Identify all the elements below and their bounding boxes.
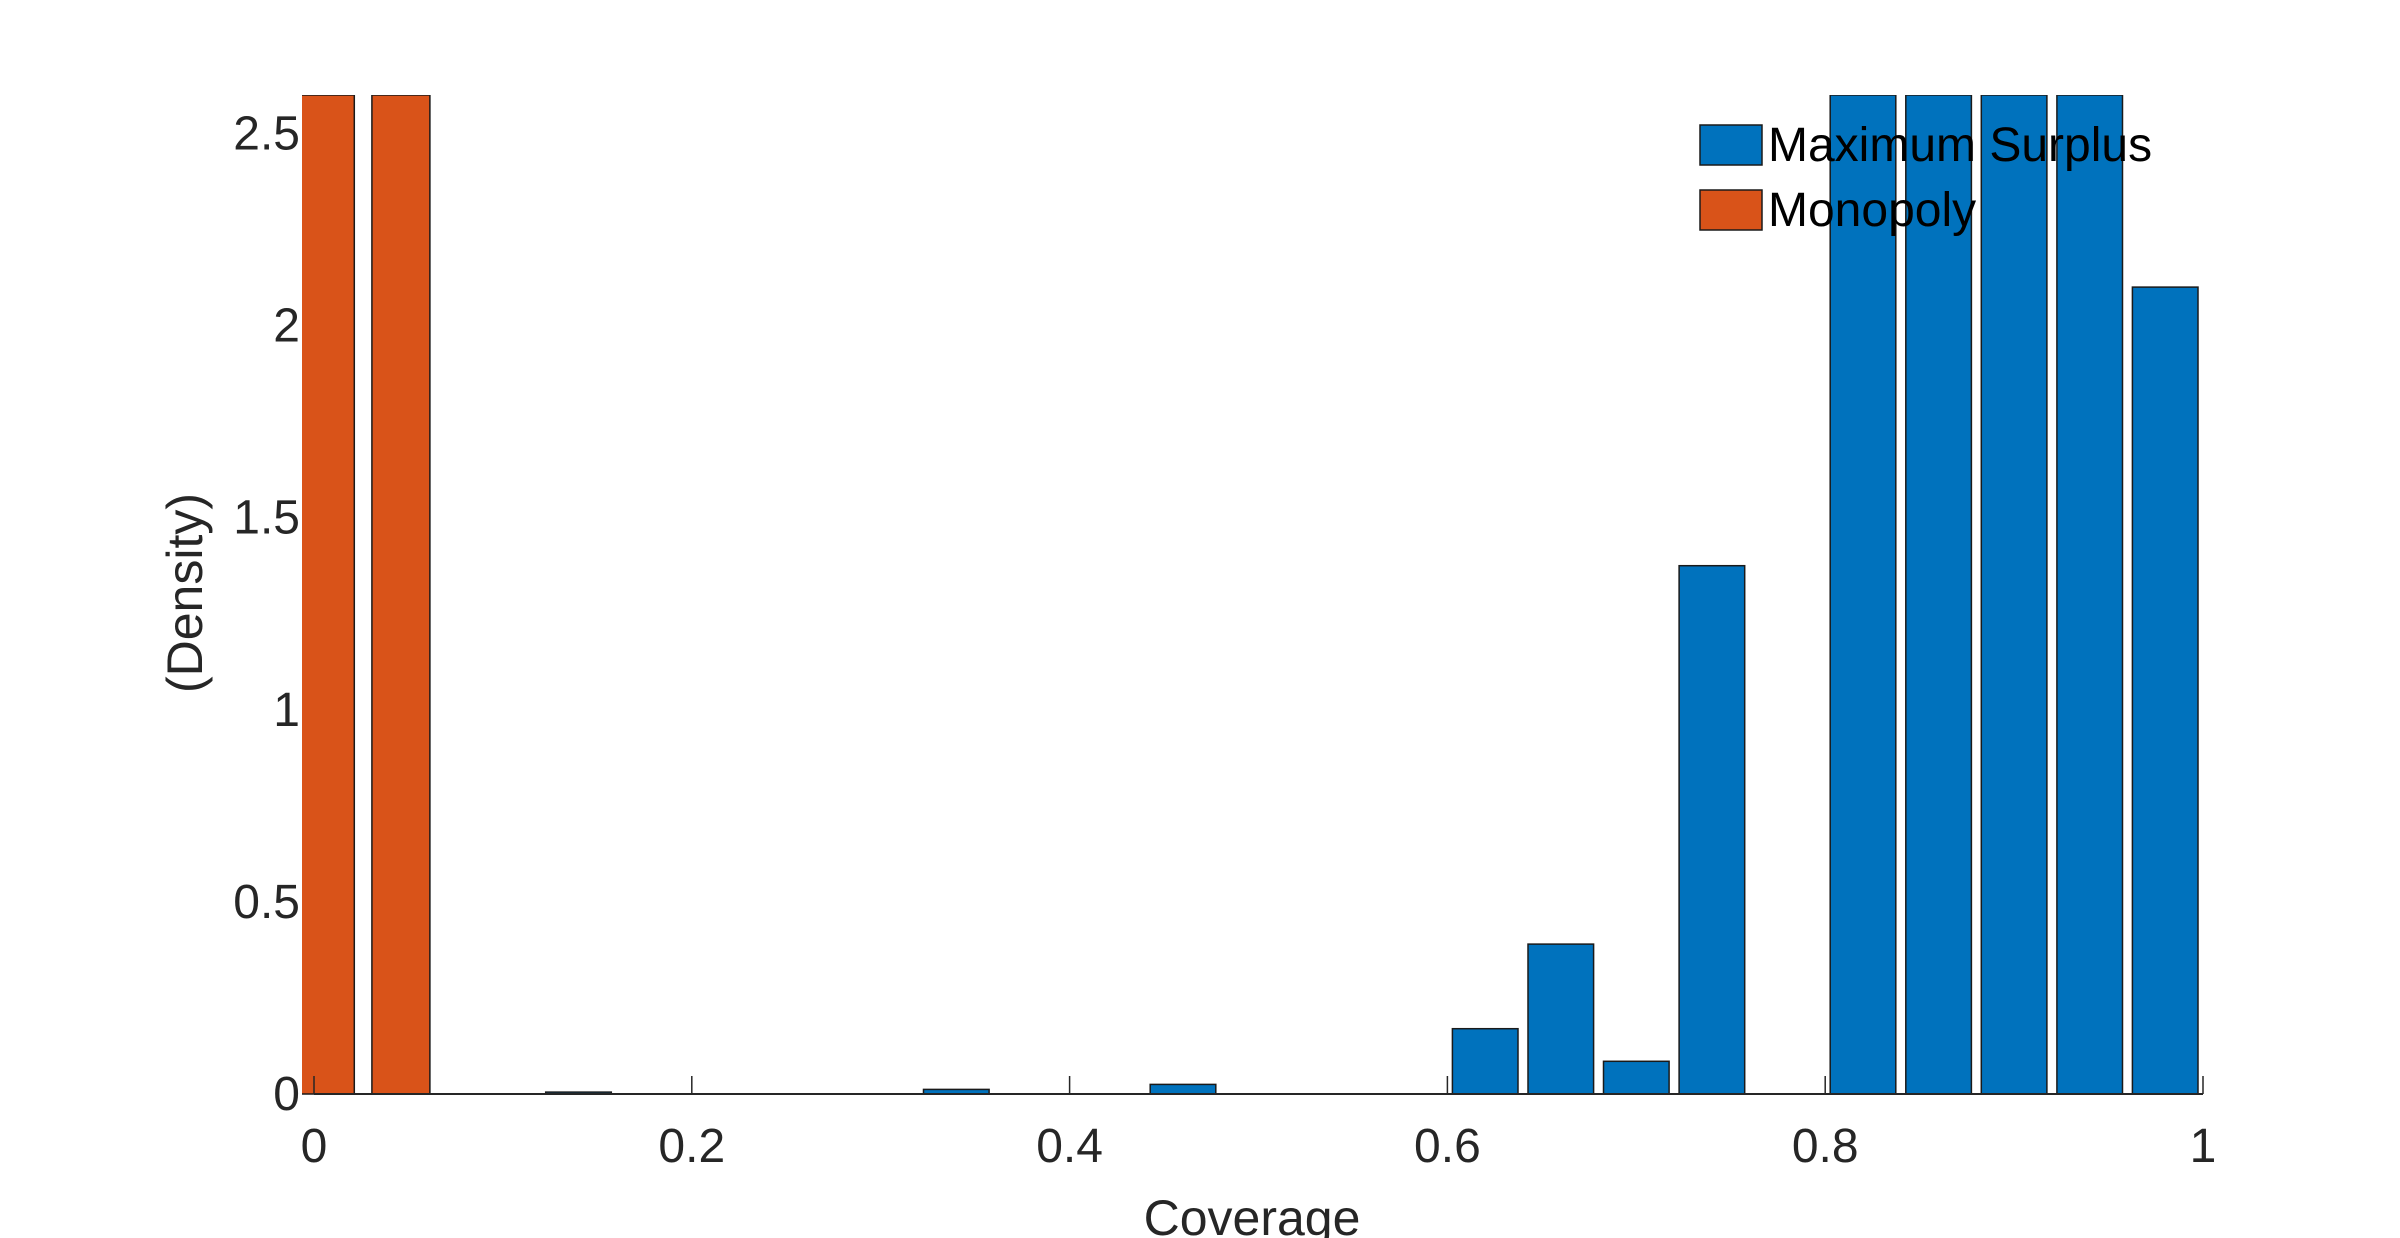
- legend-label-maximum-surplus: Maximum Surplus: [1768, 119, 2152, 172]
- surplus-bar-9: [1980, 95, 2048, 1095]
- surplus-bar-5: [1602, 1060, 1670, 1095]
- y-axis-label: (Density): [157, 493, 213, 693]
- x-tick-label: 0: [301, 1120, 328, 1173]
- x-tick-label: 0.2: [658, 1120, 725, 1173]
- surplus-bar-8: [1905, 95, 1973, 1095]
- ticks-layer: 0 0.2 0.4 0.6 0.8 1 0 0.5 1 1.5 2 2.5: [233, 107, 2216, 1173]
- surplus-bar-3: [1451, 1027, 1519, 1095]
- monopoly-bar-1: [371, 95, 431, 1095]
- y-tick-label: 1: [273, 684, 300, 737]
- x-tick-label: 0.6: [1414, 1120, 1481, 1173]
- surplus-bar-11: [2131, 286, 2199, 1095]
- surplus-bar-4: [1527, 943, 1595, 1095]
- legend-swatch-monopoly: [1699, 189, 1763, 231]
- x-tick-label: 1: [2190, 1120, 2217, 1173]
- bars-layer: [302, 95, 2199, 1095]
- legend: Maximum Surplus Monopoly: [1699, 119, 2152, 237]
- legend-swatch-maximum-surplus: [1699, 124, 1763, 166]
- y-tick-label: 1.5: [233, 492, 300, 545]
- y-tick-label: 2: [273, 300, 300, 353]
- surplus-bar-6: [1678, 564, 1746, 1095]
- y-tick-label: 0: [273, 1068, 300, 1121]
- y-tick-label: 2.5: [233, 107, 300, 160]
- x-tick-label: 0.8: [1792, 1120, 1859, 1173]
- surplus-bar-2: [1149, 1083, 1217, 1095]
- legend-label-monopoly: Monopoly: [1768, 184, 1976, 237]
- surplus-bar-10: [2056, 95, 2124, 1095]
- y-tick-label: 0.5: [233, 876, 300, 929]
- x-tick-label: 0.4: [1036, 1120, 1103, 1173]
- monopoly-bar-0: [302, 95, 356, 1095]
- surplus-bar-7: [1829, 95, 1897, 1095]
- x-axis-label: Coverage: [1144, 1190, 1361, 1238]
